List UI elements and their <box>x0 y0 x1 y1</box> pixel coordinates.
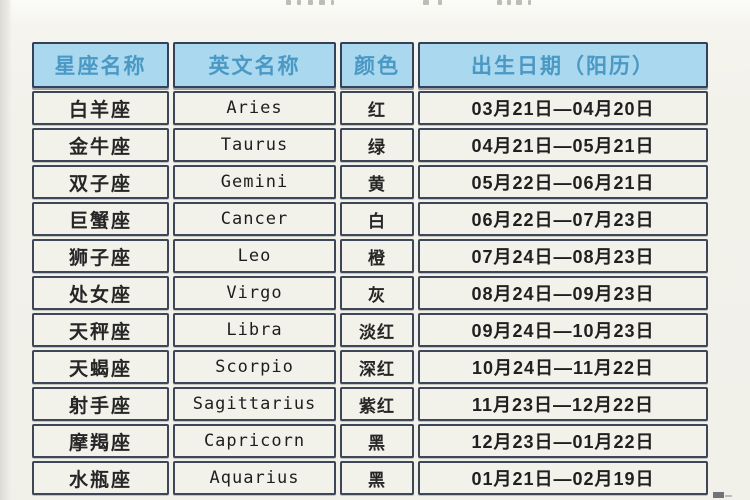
table-row: 射手座 Sagittarius 紫红 11月23日—12月22日 <box>32 387 708 421</box>
zodiac-name-cell: 巨蟹座 <box>32 202 169 236</box>
english-name-cell: Scorpio <box>173 350 336 384</box>
table-row: 处女座 Virgo 灰 08月24日—09月23日 <box>32 276 708 310</box>
english-name-cell: Sagittarius <box>173 387 336 421</box>
color-cell: 橙 <box>340 239 414 273</box>
color-cell: 白 <box>340 202 414 236</box>
birth-date-cell: 01月21日—02月19日 <box>418 461 708 495</box>
table-row: 金牛座 Taurus 绿 04月21日—05月21日 <box>32 128 708 162</box>
birth-date-cell: 05月22日—06月21日 <box>418 165 708 199</box>
zodiac-table-body: 白羊座 Aries 红 03月21日—04月20日 金牛座 Taurus 绿 04月21日—0… <box>32 91 708 495</box>
english-name-cell: Aquarius <box>173 461 336 495</box>
header-english-name: 英文名称 <box>173 42 336 88</box>
birth-date-cell: 07月24日—08月23日 <box>418 239 708 273</box>
color-cell: 紫红 <box>340 387 414 421</box>
color-cell: 灰 <box>340 276 414 310</box>
birth-date-cell: 04月21日—05月21日 <box>418 128 708 162</box>
color-cell: 绿 <box>340 128 414 162</box>
color-cell: 淡红 <box>340 313 414 347</box>
english-name-cell: Cancer <box>173 202 336 236</box>
zodiac-name-cell: 白羊座 <box>32 91 169 125</box>
zodiac-name-cell: 金牛座 <box>32 128 169 162</box>
color-cell: 深红 <box>340 350 414 384</box>
birth-date-cell: 10月24日—11月22日 <box>418 350 708 384</box>
table-row: 巨蟹座 Cancer 白 06月22日—07月23日 <box>32 202 708 236</box>
zodiac-name-cell: 狮子座 <box>32 239 169 273</box>
english-name-cell: Taurus <box>173 128 336 162</box>
zodiac-name-cell: 天秤座 <box>32 313 169 347</box>
zodiac-name-cell: 双子座 <box>32 165 169 199</box>
english-name-cell: Libra <box>173 313 336 347</box>
zodiac-name-cell: 射手座 <box>32 387 169 421</box>
color-cell: 黑 <box>340 461 414 495</box>
table-row: 天秤座 Libra 淡红 09月24日—10月23日 <box>32 313 708 347</box>
zodiac-name-cell: 摩羯座 <box>32 424 169 458</box>
english-name-cell: Virgo <box>173 276 336 310</box>
color-cell: 红 <box>340 91 414 125</box>
table-row: 狮子座 Leo 橙 07月24日—08月23日 <box>32 239 708 273</box>
bottom-right-artifact <box>713 492 724 498</box>
zodiac-table: 星座名称 英文名称 颜色 出生日期（阳历） 白羊座 Aries 红 03月21日—04… <box>28 39 712 498</box>
table-row: 水瓶座 Aquarius 黑 01月21日—02月19日 <box>32 461 708 495</box>
english-name-cell: Capricorn <box>173 424 336 458</box>
table-row: 摩羯座 Capricorn 黑 12月23日—01月22日 <box>32 424 708 458</box>
header-row: 星座名称 英文名称 颜色 出生日期（阳历） <box>32 42 708 88</box>
english-name-cell: Gemini <box>173 165 336 199</box>
birth-date-cell: 08月24日—09月23日 <box>418 276 708 310</box>
zodiac-name-cell: 天蝎座 <box>32 350 169 384</box>
table-row: 双子座 Gemini 黄 05月22日—06月21日 <box>32 165 708 199</box>
birth-date-cell: 03月21日—04月20日 <box>418 91 708 125</box>
table-row: 白羊座 Aries 红 03月21日—04月20日 <box>32 91 708 125</box>
english-name-cell: Leo <box>173 239 336 273</box>
birth-date-cell: 11月23日—12月22日 <box>418 387 708 421</box>
header-color: 颜色 <box>340 42 414 88</box>
zodiac-name-cell: 处女座 <box>32 276 169 310</box>
zodiac-name-cell: 水瓶座 <box>32 461 169 495</box>
header-zodiac-name: 星座名称 <box>32 42 169 88</box>
header-birth-date: 出生日期（阳历） <box>418 42 708 88</box>
birth-date-cell: 06月22日—07月23日 <box>418 202 708 236</box>
table-row: 天蝎座 Scorpio 深红 10月24日—11月22日 <box>32 350 708 384</box>
color-cell: 黄 <box>340 165 414 199</box>
cropped-title-remnant <box>0 0 750 8</box>
english-name-cell: Aries <box>173 91 336 125</box>
left-edge-shading <box>0 0 12 500</box>
birth-date-cell: 09月24日—10月23日 <box>418 313 708 347</box>
color-cell: 黑 <box>340 424 414 458</box>
birth-date-cell: 12月23日—01月22日 <box>418 424 708 458</box>
